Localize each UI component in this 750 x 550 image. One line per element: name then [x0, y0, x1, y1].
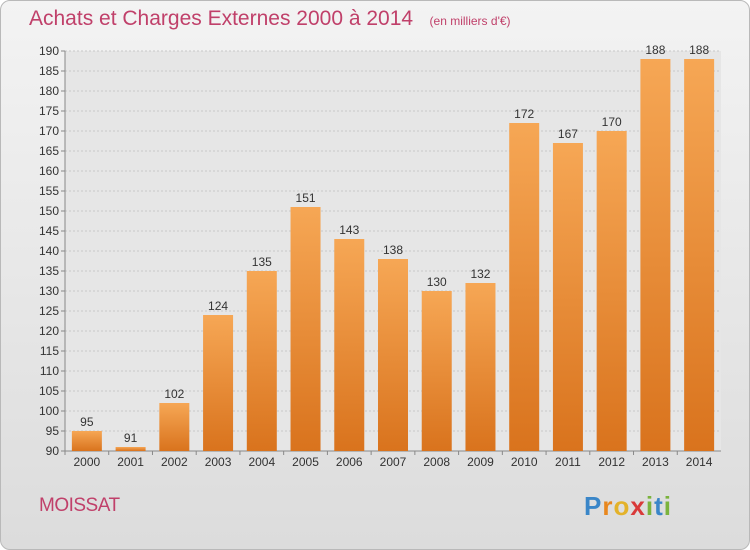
data-label: 170 [602, 115, 622, 129]
bar [552, 143, 583, 451]
data-label: 91 [124, 431, 138, 445]
bar [640, 59, 671, 451]
y-tick-label: 175 [39, 104, 59, 118]
logo-letter: o [613, 491, 631, 521]
data-label: 188 [689, 43, 709, 57]
y-tick-label: 105 [39, 384, 59, 398]
bar [246, 271, 277, 451]
y-tick-label: 95 [46, 424, 60, 438]
bar [334, 239, 365, 451]
y-tick-label: 180 [39, 84, 59, 98]
x-tick-label: 2014 [686, 455, 713, 469]
x-tick-label: 2002 [161, 455, 188, 469]
data-label: 188 [645, 43, 665, 57]
data-label: 102 [164, 387, 184, 401]
x-tick-label: 2001 [117, 455, 144, 469]
x-tick-label: 2011 [555, 455, 581, 469]
data-label: 151 [296, 191, 316, 205]
proxiti-logo: Proxiti [584, 491, 672, 522]
y-tick-label: 165 [39, 144, 59, 158]
x-tick-label: 2005 [292, 455, 319, 469]
bar [684, 59, 715, 451]
x-tick-label: 2006 [336, 455, 363, 469]
data-label: 135 [252, 255, 272, 269]
chart-unit: (en milliers d'€) [429, 14, 511, 28]
logo-letter: t [654, 491, 664, 521]
x-tick-label: 2013 [642, 455, 669, 469]
y-tick-label: 120 [39, 324, 59, 338]
data-label: 172 [514, 107, 534, 121]
logo-letter: x [630, 491, 646, 521]
y-tick-label: 135 [39, 264, 59, 278]
x-tick-label: 2008 [423, 455, 450, 469]
logo-letter: i [663, 491, 672, 521]
y-tick-label: 190 [39, 44, 59, 58]
data-label: 143 [339, 223, 359, 237]
bar [159, 403, 190, 451]
x-tick-label: 2003 [205, 455, 232, 469]
y-tick-label: 145 [39, 224, 59, 238]
logo-letter: P [584, 491, 603, 521]
y-tick-label: 140 [39, 244, 59, 258]
data-label: 130 [427, 275, 447, 289]
x-tick-label: 2004 [248, 455, 275, 469]
data-label: 95 [80, 415, 94, 429]
y-tick-label: 150 [39, 204, 59, 218]
bar [203, 315, 234, 451]
y-tick-label: 90 [46, 444, 60, 458]
data-label: 138 [383, 243, 403, 257]
data-label: 132 [470, 267, 490, 281]
y-tick-label: 155 [39, 184, 59, 198]
y-tick-label: 125 [39, 304, 59, 318]
bar [378, 259, 408, 451]
x-tick-label: 2009 [467, 455, 494, 469]
chart-title: Achats et Charges Externes 2000 à 2014 [29, 7, 414, 30]
logo-letter: r [602, 491, 614, 521]
y-tick-label: 160 [39, 164, 59, 178]
city-name: MOISSAT [39, 495, 120, 516]
y-tick-label: 110 [40, 364, 59, 378]
x-tick-label: 2010 [511, 455, 538, 469]
x-tick-label: 2007 [380, 455, 407, 469]
bar [509, 123, 540, 451]
y-tick-label: 130 [39, 284, 59, 298]
bar [596, 131, 627, 451]
bar [421, 291, 452, 451]
bar [290, 207, 321, 451]
bar [115, 447, 146, 451]
chart-title-row: Achats et Charges Externes 2000 à 2014 (… [29, 7, 511, 31]
x-tick-label: 2000 [74, 455, 101, 469]
x-tick-label: 2012 [598, 455, 625, 469]
data-label: 167 [558, 127, 578, 141]
y-tick-label: 100 [39, 404, 59, 418]
data-label: 124 [208, 299, 228, 313]
bar [465, 283, 496, 451]
bar [71, 431, 102, 451]
logo-letter: i [645, 491, 655, 521]
y-tick-label: 170 [39, 124, 59, 138]
y-tick-label: 115 [40, 344, 59, 358]
y-tick-label: 185 [39, 64, 59, 78]
